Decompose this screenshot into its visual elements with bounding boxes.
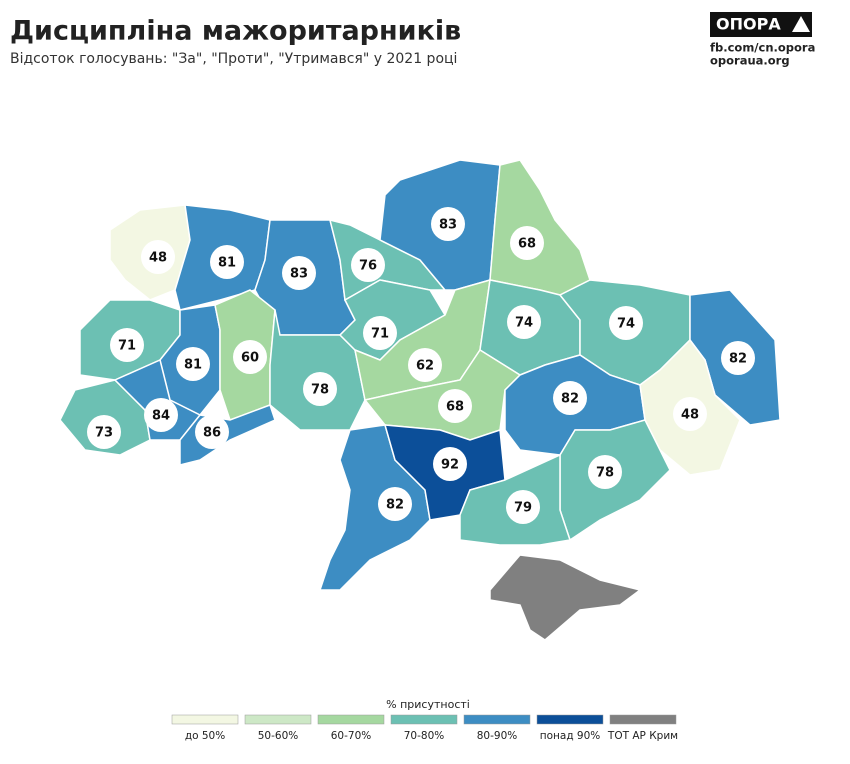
value-badge bbox=[87, 415, 121, 449]
value-badge bbox=[141, 240, 175, 274]
value-badge bbox=[144, 398, 178, 432]
value-badge bbox=[588, 455, 622, 489]
legend-swatch bbox=[171, 714, 239, 725]
value-badge bbox=[176, 347, 210, 381]
legend-label: 50-60% bbox=[258, 730, 299, 742]
subtitle: Відсоток голосувань: "За", "Проти", "Утр… bbox=[10, 51, 457, 67]
value-label: 86 bbox=[203, 426, 221, 441]
value-badge bbox=[510, 226, 544, 260]
legend-swatch bbox=[463, 714, 531, 725]
region bbox=[328, 218, 447, 302]
value-label: 73 bbox=[95, 426, 113, 441]
value-badge bbox=[673, 397, 707, 431]
legend-label: до 50% bbox=[185, 730, 225, 742]
value-label: 84 bbox=[152, 409, 170, 424]
legend-label: понад 90% bbox=[540, 730, 601, 742]
value-badge bbox=[553, 381, 587, 415]
value-label: 68 bbox=[518, 237, 536, 252]
value-badge bbox=[195, 415, 229, 449]
value-badge bbox=[282, 256, 316, 290]
value-badge bbox=[351, 248, 385, 282]
value-badge bbox=[378, 487, 412, 521]
value-badge bbox=[507, 305, 541, 339]
value-label: 83 bbox=[439, 218, 457, 233]
value-label: 82 bbox=[386, 498, 404, 513]
value-label: 48 bbox=[681, 408, 699, 423]
logo-box bbox=[710, 12, 812, 37]
value-label: 76 bbox=[359, 259, 377, 274]
value-label: 78 bbox=[596, 466, 614, 481]
value-label: 48 bbox=[149, 251, 167, 266]
logo-link: fb.com/cn.opora bbox=[710, 41, 815, 55]
value-badge bbox=[609, 306, 643, 340]
legend-label: 70-80% bbox=[404, 730, 445, 742]
legend-swatch bbox=[244, 714, 312, 725]
legend: % присутності до 50% 50-60% 60-70% 70-80% 80… bbox=[171, 698, 678, 742]
legend-swatch bbox=[609, 714, 677, 725]
value-badge bbox=[506, 490, 540, 524]
value-label: 71 bbox=[118, 339, 136, 354]
map: 48 81 83 76 83 68 71 81 60 78 71 62 74 74 82 73 84 86 68 82… bbox=[59, 159, 781, 641]
legend-swatch bbox=[536, 714, 604, 725]
legend-label: 60-70% bbox=[331, 730, 372, 742]
value-label: 79 bbox=[514, 501, 532, 516]
value-label: 74 bbox=[617, 317, 635, 332]
value-label: 62 bbox=[416, 359, 434, 374]
value-badge bbox=[110, 328, 144, 362]
value-label: 82 bbox=[729, 352, 747, 367]
value-label: 83 bbox=[290, 267, 308, 282]
legend-title: % присутності bbox=[386, 698, 470, 711]
logo-brand: ОПОРА bbox=[716, 15, 781, 34]
value-label: 78 bbox=[311, 383, 329, 398]
value-badge bbox=[233, 340, 267, 374]
value-badge bbox=[721, 341, 755, 375]
logo-link: oporaua.org bbox=[710, 54, 790, 68]
value-label: 92 bbox=[441, 458, 459, 473]
value-badge bbox=[303, 372, 337, 406]
value-label: 60 bbox=[241, 351, 259, 366]
value-label: 82 bbox=[561, 392, 579, 407]
legend-swatch bbox=[390, 714, 458, 725]
legend-label: ТОТ АР Крим bbox=[607, 730, 678, 742]
occupied-territory bbox=[489, 554, 642, 641]
value-badge bbox=[210, 245, 244, 279]
value-badge bbox=[433, 447, 467, 481]
region bbox=[269, 309, 366, 431]
value-badge bbox=[363, 316, 397, 350]
value-badge bbox=[438, 389, 472, 423]
value-label: 68 bbox=[446, 400, 464, 415]
logo-triangle bbox=[792, 16, 810, 32]
legend-swatch bbox=[317, 714, 385, 725]
legend-label: 80-90% bbox=[477, 730, 518, 742]
value-label: 81 bbox=[184, 358, 202, 373]
title: Дисципліна мажоритарників bbox=[10, 16, 461, 47]
region bbox=[489, 159, 591, 296]
value-label: 74 bbox=[515, 316, 533, 331]
value-label: 71 bbox=[371, 327, 389, 342]
value-badge bbox=[408, 348, 442, 382]
value-label: 81 bbox=[218, 256, 236, 271]
value-badge bbox=[431, 207, 465, 241]
